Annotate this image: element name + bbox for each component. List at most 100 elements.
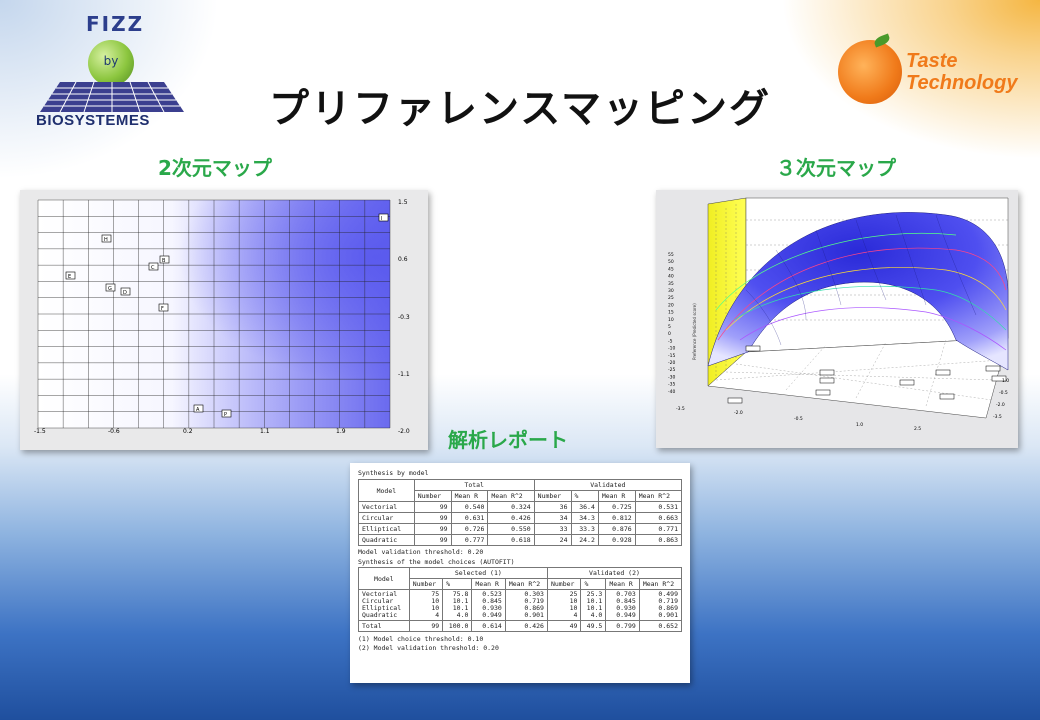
y-tick: -20 (668, 360, 675, 366)
report-threshold-1: Model validation threshold: 0.20 (358, 548, 484, 556)
x-tick: -0.5 (794, 416, 803, 422)
z-tick: 1.0 (1002, 378, 1009, 384)
z-tick: -3.5 (993, 414, 1002, 420)
surface-mesh (745, 214, 977, 346)
section-label-report: 解析レポート (448, 428, 568, 452)
x-tick: 1.9 (336, 428, 346, 435)
svg-text:D: D (123, 290, 127, 296)
x-tick: -3.5 (676, 406, 685, 412)
table-cell: 99 (413, 523, 452, 535)
svg-text:I: I (381, 216, 382, 222)
table-cell: 0.426 (487, 512, 535, 524)
x-tick: 0.2 (183, 428, 193, 435)
x-tick: -0.6 (108, 428, 120, 435)
table-header: % (570, 490, 599, 502)
y-tick: 35 (668, 281, 674, 287)
table-header: Number (408, 578, 444, 590)
svg-text:G: G (108, 286, 112, 292)
table-cell: Quadratic (358, 534, 415, 546)
table-cell: 0.663 (634, 512, 683, 524)
table-header: Total (413, 479, 535, 491)
table-cell: 0.324 (487, 501, 535, 513)
svg-text:A: A (196, 407, 200, 413)
y-tick: 0.6 (398, 256, 408, 263)
z-tick: -2.0 (996, 402, 1005, 408)
table-row: Circular 99 0.631 0.426 34 34.3 0.812 0.663 (358, 512, 683, 524)
analysis-report: Synthesis by model Model Total Validated… (350, 463, 690, 683)
table-cell: 0.426 (504, 620, 548, 632)
fizz-logo-by: by (103, 54, 119, 68)
product-marker: H (101, 234, 112, 243)
table-header: % (442, 578, 473, 590)
y-tick: -0.3 (398, 314, 410, 321)
table-cell: 0.863 (634, 534, 683, 546)
y-tick: -30 (668, 374, 675, 380)
product-marker: D (120, 287, 131, 296)
y-tick: 25 (668, 295, 674, 301)
y-tick: -1.1 (398, 371, 410, 378)
table-cell: 49 (546, 620, 582, 632)
svg-text:C: C (151, 265, 155, 271)
surface-contours (715, 232, 1007, 351)
report-footnote-1: (1) Model choice threshold: 0.10 (358, 635, 484, 643)
report-footnote-2: (2) Model validation threshold: 0.20 (358, 644, 499, 652)
y-tick: 20 (668, 302, 674, 308)
fizz-logo-grid (40, 82, 184, 112)
table-header: Mean R^2 (504, 578, 548, 590)
map-2d-svg: -1.5 -0.6 0.2 1.1 1.9 1.5 0.6 -0.3 -1.1 … (34, 199, 410, 435)
table-cell: 0.614 (471, 620, 506, 632)
x-tick: 1.0 (856, 422, 863, 428)
y-tick: 30 (668, 288, 674, 294)
preference-map-2d: -1.5 -0.6 0.2 1.1 1.9 1.5 0.6 -0.3 -1.1 … (20, 190, 428, 450)
table-row: Quadratic 99 0.777 0.618 24 24.2 0.928 0.863 (358, 534, 683, 546)
table-header: Mean R (471, 578, 506, 590)
table-header: Number (533, 490, 572, 502)
table-header: Mean R (597, 490, 636, 502)
table-cell: 0.725 (597, 501, 636, 513)
table-cell: 0.550 (487, 523, 535, 535)
product-marker: C (148, 262, 159, 271)
page-title: プリファレンスマッピング (269, 86, 771, 132)
table-cell: 75.8 10.1 10.1 4.0 (442, 589, 473, 621)
table-cell: 0.618 (487, 534, 535, 546)
fizz-logo-text: FIZZ (86, 12, 145, 36)
svg-text:F: F (161, 306, 164, 312)
taste-logo-line1: Taste (906, 50, 958, 72)
table-header: Number (413, 490, 452, 502)
table-cell: 99 (413, 534, 452, 546)
x-tick: 2.5 (914, 426, 921, 432)
section-label-3d-map: ３次元マップ (776, 156, 896, 180)
table-cell: 24.2 (570, 534, 599, 546)
table-cell: 24 (533, 534, 572, 546)
table-row: Elliptical 99 0.726 0.550 33 33.3 0.876 0.771 (358, 523, 683, 535)
floor-grid (715, 339, 1002, 407)
synthesis-by-model-table: Model Total Validated Number Mean R Mean R… (358, 479, 683, 546)
table-cell: Elliptical (358, 523, 415, 535)
table-row: Vectorial 99 0.540 0.324 36 36.4 0.725 0.531 (358, 501, 683, 513)
table-cell: 75 10 10 4 (408, 589, 444, 621)
taste-technology-logo: Taste Technology (834, 33, 1034, 108)
x-tick: 1.1 (260, 428, 270, 435)
table-cell: 0.631 (450, 512, 489, 524)
y-tick: 40 (668, 274, 674, 280)
svg-text:E: E (68, 274, 71, 280)
svg-text:B: B (162, 258, 166, 264)
table-cell: 25 10 10 4 (546, 589, 582, 621)
y-tick: 10 (668, 317, 674, 323)
fizz-logo-biosystemes: BIOSYSTEMES (36, 112, 150, 129)
y-tick: -2.0 (398, 428, 410, 435)
table-cell: 0.540 (450, 501, 489, 513)
table-header: Selected (1) (408, 567, 548, 579)
table-cell: 36.4 (570, 501, 599, 513)
y-tick: -5 (668, 338, 673, 344)
product-markers-3d (727, 345, 1007, 404)
y-tick: -10 (668, 346, 675, 352)
product-marker: P (221, 409, 232, 418)
table-header: Mean R (450, 490, 489, 502)
table-header: Number (546, 578, 582, 590)
table-header: Validated (2) (546, 567, 683, 579)
product-marker: I (378, 213, 389, 222)
table-cell: Vectorial (358, 501, 415, 513)
table-cell: 0.303 0.719 0.869 0.901 (504, 589, 548, 621)
product-marker: F (158, 303, 169, 312)
